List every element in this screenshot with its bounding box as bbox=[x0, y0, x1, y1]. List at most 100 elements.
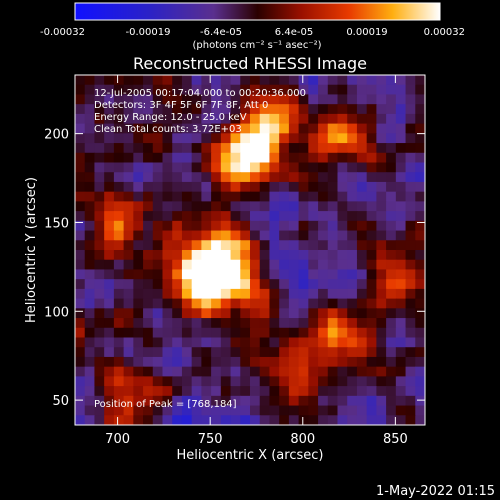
heatmap-cell bbox=[133, 269, 144, 280]
heatmap-cell bbox=[250, 143, 261, 154]
heatmap-cell bbox=[172, 356, 183, 368]
heatmap-cell bbox=[240, 84, 251, 96]
heatmap-cell bbox=[356, 386, 368, 397]
heatmap-cell bbox=[298, 347, 309, 358]
heatmap-cell bbox=[143, 84, 154, 96]
heatmap-cell bbox=[191, 84, 202, 96]
heatmap-cell bbox=[250, 356, 261, 368]
heatmap-cell bbox=[240, 327, 251, 339]
heatmap-cell bbox=[191, 279, 202, 290]
heatmap-cell bbox=[104, 376, 115, 387]
heatmap-cell bbox=[415, 113, 425, 125]
heatmap-cell bbox=[143, 376, 154, 387]
heatmap-cell bbox=[250, 84, 261, 96]
heatmap-cell bbox=[250, 240, 261, 251]
heatmap-cell bbox=[308, 191, 319, 202]
heatmap-cell bbox=[230, 405, 241, 416]
heatmap-cell bbox=[405, 191, 416, 202]
heatmap-cell bbox=[318, 172, 329, 183]
heatmap-cell bbox=[337, 84, 348, 96]
heatmap-cell bbox=[337, 298, 348, 309]
heatmap-cell bbox=[308, 347, 319, 358]
heatmap-cell bbox=[230, 220, 241, 232]
heatmap-cell bbox=[143, 240, 154, 251]
heatmap-cell bbox=[366, 259, 377, 271]
heatmap-cell bbox=[123, 201, 134, 212]
y-axis-label: Heliocentric Y (arcsec) bbox=[24, 177, 39, 323]
heatmap-cell bbox=[259, 415, 271, 425]
heatmap-cell bbox=[230, 415, 241, 425]
heatmap-cell bbox=[172, 123, 183, 134]
heatmap-cell bbox=[113, 123, 125, 134]
heatmap-cell bbox=[356, 191, 368, 202]
heatmap-cell bbox=[191, 298, 202, 309]
heatmap-cell bbox=[220, 405, 232, 416]
heatmap-cell bbox=[94, 240, 105, 251]
heatmap-cell bbox=[269, 250, 280, 261]
heatmap-cell bbox=[366, 220, 377, 232]
heatmap-cell bbox=[279, 191, 290, 202]
heatmap-cell bbox=[133, 113, 144, 125]
heatmap-cell bbox=[94, 308, 105, 319]
heatmap-cell bbox=[113, 250, 125, 261]
heatmap-cell bbox=[337, 415, 348, 425]
heatmap-cell bbox=[75, 133, 86, 144]
heatmap-cell bbox=[123, 191, 134, 202]
heatmap-cell bbox=[405, 356, 416, 368]
heatmap-cell bbox=[386, 211, 397, 222]
heatmap-cell bbox=[395, 415, 407, 425]
heatmap-cell bbox=[123, 104, 134, 115]
heatmap-cell bbox=[250, 191, 261, 202]
heatmap-cell bbox=[415, 415, 425, 425]
heatmap-cell bbox=[240, 415, 251, 425]
heatmap-cell bbox=[288, 395, 300, 407]
heatmap-cell bbox=[113, 84, 125, 96]
heatmap-cell bbox=[327, 250, 339, 261]
heatmap-cell bbox=[191, 123, 202, 134]
heatmap-cell bbox=[269, 337, 280, 348]
heatmap-cell bbox=[337, 308, 348, 319]
heatmap-cell bbox=[386, 337, 397, 348]
heatmap-cell bbox=[250, 279, 261, 290]
heatmap-cell bbox=[376, 405, 387, 416]
heatmap-cell bbox=[220, 250, 232, 261]
heatmap-cell bbox=[259, 75, 271, 86]
colorbar-tick-label: -6.4e-05 bbox=[200, 27, 242, 38]
heatmap-cell bbox=[395, 405, 407, 416]
heatmap-cell bbox=[308, 181, 319, 193]
heatmap-cell bbox=[94, 152, 105, 164]
heatmap-cell bbox=[240, 113, 251, 125]
heatmap-cell bbox=[104, 250, 115, 261]
heatmap-cell bbox=[395, 259, 407, 271]
heatmap-cell bbox=[172, 133, 183, 144]
heatmap-cell bbox=[366, 84, 377, 96]
heatmap-cell bbox=[123, 308, 134, 319]
heatmap-cell bbox=[356, 259, 368, 271]
heatmap-cell bbox=[395, 327, 407, 339]
heatmap-cell bbox=[269, 94, 280, 105]
heatmap-cell bbox=[415, 201, 425, 212]
heatmap-cell bbox=[211, 133, 222, 144]
heatmap-cell bbox=[152, 162, 164, 173]
heatmap-cell bbox=[386, 113, 397, 125]
heatmap-cell bbox=[181, 162, 193, 173]
heatmap-cell bbox=[162, 191, 173, 202]
heatmap-cell bbox=[211, 298, 222, 309]
heatmap-cell bbox=[220, 94, 232, 105]
heatmap-cell bbox=[240, 123, 251, 134]
heatmap-cell bbox=[366, 201, 377, 212]
heatmap-cell bbox=[113, 327, 125, 339]
heatmap-cell bbox=[201, 143, 212, 154]
heatmap-cell bbox=[133, 415, 144, 425]
heatmap-cell bbox=[113, 318, 125, 329]
heatmap-cell bbox=[133, 288, 144, 300]
heatmap-cell bbox=[288, 201, 300, 212]
heatmap-cell bbox=[356, 405, 368, 416]
heatmap-cell bbox=[220, 395, 232, 407]
colorbar-gradient bbox=[74, 2, 441, 21]
axis-ticks: 700 750 800 850 50 100 150 200 bbox=[44, 75, 425, 447]
heatmap-cell bbox=[356, 298, 368, 309]
heatmap-cell bbox=[240, 172, 251, 183]
heatmap-cell bbox=[376, 75, 387, 86]
heatmap-cell bbox=[152, 395, 164, 407]
